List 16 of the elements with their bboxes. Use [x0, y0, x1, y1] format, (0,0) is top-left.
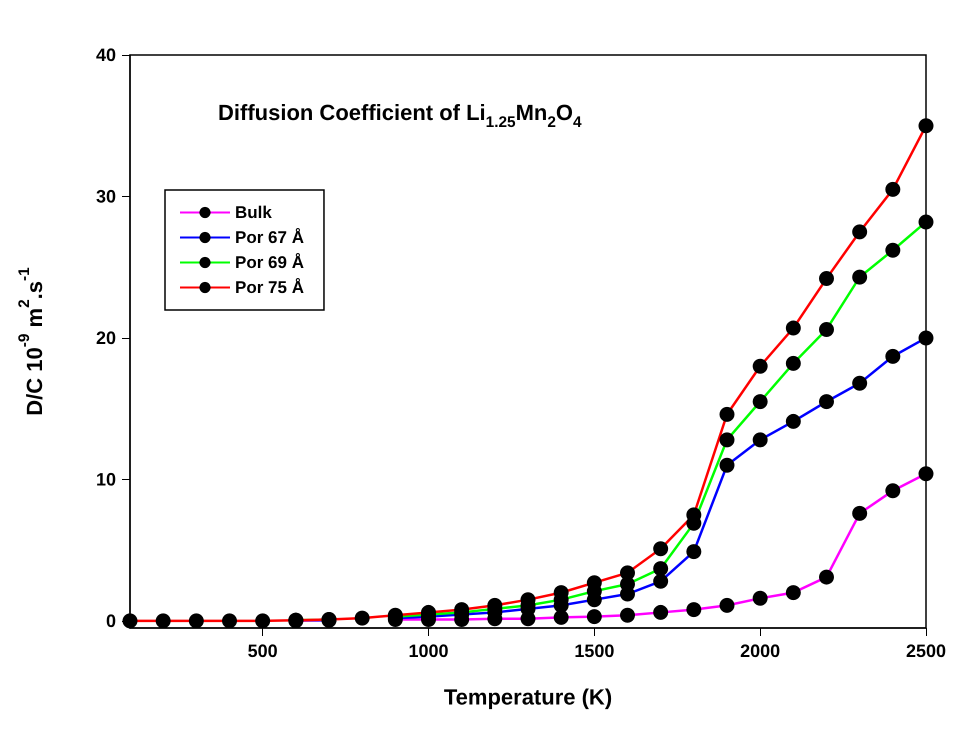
y-axis-title: D/C 10-9 m2.s-1	[16, 266, 47, 416]
legend-label: Por 75 Å	[235, 278, 304, 297]
legend-label: Por 69 Å	[235, 253, 304, 272]
x-tick-label: 2000	[740, 641, 780, 661]
x-tick-label: 1500	[574, 641, 614, 661]
x-tick-label: 2500	[906, 641, 946, 661]
y-tick-label: 30	[96, 186, 116, 206]
y-tick-label: 20	[96, 328, 116, 348]
legend-label: Por 67 Å	[235, 228, 304, 247]
y-tick-label: 0	[106, 610, 116, 631]
y-tick-label: 10	[96, 469, 116, 490]
x-tick-label: 500	[248, 641, 278, 661]
x-tick-label: 1000	[408, 641, 449, 661]
x-axis-title: Temperature (K)	[444, 684, 612, 710]
legend-label: Bulk	[235, 203, 272, 222]
y-tick-label: 40	[96, 45, 116, 65]
